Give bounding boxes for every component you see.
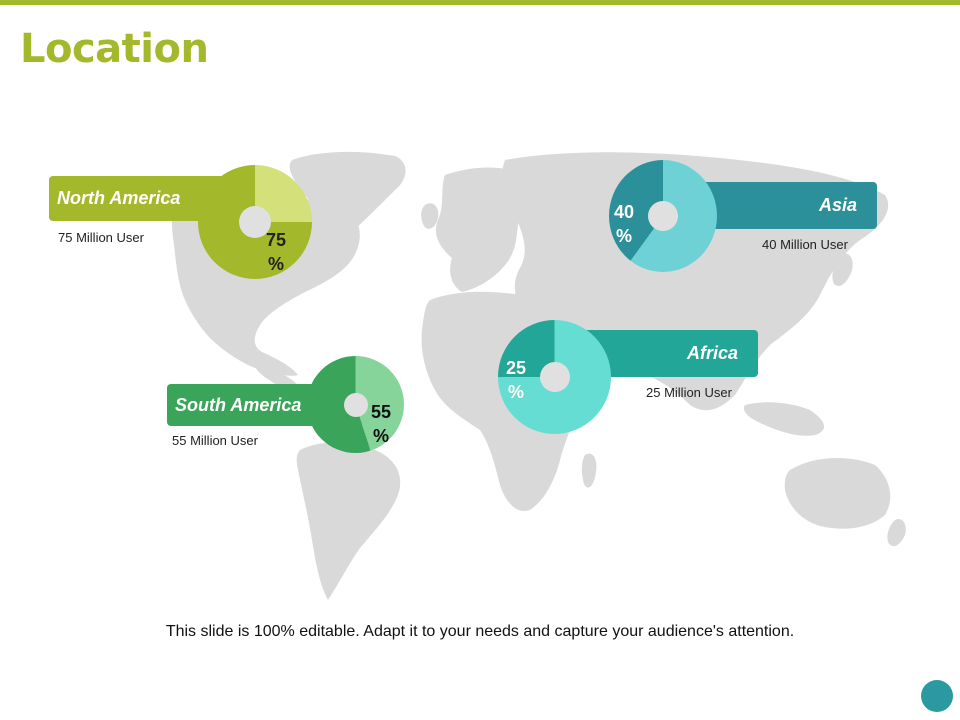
footer-caption: This slide is 100% editable. Adapt it to… bbox=[165, 623, 795, 640]
label-africa: Africa bbox=[686, 343, 738, 363]
label-south-america: South America bbox=[175, 394, 302, 415]
users-asia: 40 Million User bbox=[762, 237, 848, 252]
donut-south-america bbox=[307, 356, 404, 453]
percent-asia: 40 % bbox=[613, 202, 635, 246]
donut-hole bbox=[539, 362, 570, 392]
donut-africa bbox=[498, 320, 611, 434]
percent-africa: 25 % bbox=[505, 358, 527, 402]
map-greenland bbox=[289, 151, 406, 238]
donut-hole bbox=[343, 392, 368, 417]
map-japan bbox=[832, 253, 853, 287]
page-title: Location bbox=[20, 26, 209, 72]
donut-asia bbox=[609, 160, 717, 272]
users-north-america: 75 Million User bbox=[58, 230, 144, 245]
donut-hole bbox=[239, 206, 271, 238]
map-uk bbox=[421, 203, 439, 229]
map-europe bbox=[435, 167, 526, 292]
donut-hole bbox=[648, 201, 678, 231]
users-south-america: 55 Million User bbox=[172, 433, 258, 448]
percent-south-america: 55 % bbox=[370, 402, 392, 446]
map-madagascar bbox=[581, 453, 597, 488]
map-se-asia bbox=[743, 402, 825, 436]
map-australia bbox=[784, 458, 891, 529]
top-accent-bar bbox=[0, 0, 960, 5]
users-africa: 25 Million User bbox=[646, 385, 732, 400]
label-asia: Asia bbox=[818, 195, 857, 215]
percent-north-america: 75 % bbox=[265, 230, 287, 274]
map-south-america bbox=[296, 442, 401, 600]
banner-asia: Asia bbox=[700, 182, 877, 229]
donut-north-america bbox=[198, 165, 312, 279]
label-north-america: North America bbox=[57, 188, 181, 208]
corner-dot bbox=[921, 680, 953, 712]
map-new-zealand bbox=[887, 518, 906, 547]
